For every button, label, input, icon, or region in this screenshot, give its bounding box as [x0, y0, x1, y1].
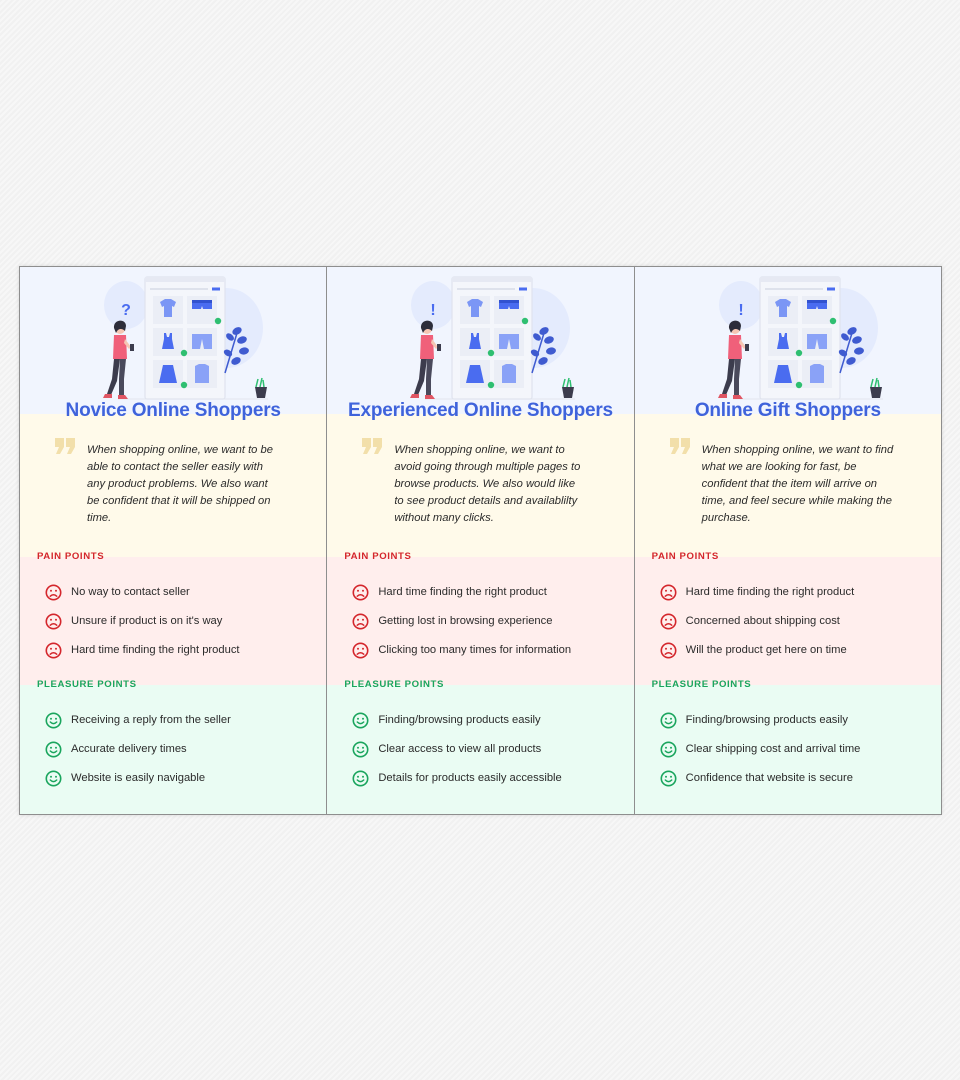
pleasure-point: Accurate delivery times	[45, 741, 322, 770]
pleasure-band	[634, 685, 941, 814]
pain-point: Hard time finding the right product	[352, 584, 629, 613]
shopper-illustration: !	[410, 276, 576, 400]
pleasure-point: Receiving a reply from the seller	[45, 712, 322, 741]
quote-band	[20, 414, 327, 557]
shopper-illustration: !	[717, 276, 883, 400]
pain-point: Hard time finding the right product	[45, 642, 322, 671]
pleasure-points-label: PLEASURE POINTS	[651, 679, 752, 690]
pain-point: Unsure if product is on it's way	[45, 613, 322, 642]
pleasure-point: Clear shipping cost and arrival time	[660, 741, 937, 770]
pain-point-text: Hard time finding the right product	[71, 644, 240, 656]
smile-face-icon	[352, 741, 369, 758]
pleasure-points-label: PLEASURE POINTS	[37, 679, 137, 690]
sad-face-icon	[352, 642, 369, 659]
pain-point: Getting lost in browsing experience	[352, 613, 629, 642]
pain-point-text: Concerned about shipping cost	[685, 615, 840, 627]
pleasure-point-text: Receiving a reply from the seller	[71, 714, 231, 726]
pleasure-point: Confidence that website is secure	[660, 770, 937, 799]
pain-point: Concerned about shipping cost	[660, 613, 937, 642]
smile-face-icon	[45, 712, 62, 729]
symbol-mark: !	[738, 302, 743, 319]
shopper-illustration: ?	[103, 276, 268, 400]
sad-face-icon	[660, 584, 677, 601]
pleasure-points-list: Receiving a reply from the seller Accura…	[45, 712, 322, 799]
smile-face-icon	[45, 770, 62, 787]
pleasure-point: Finding/browsing products easily	[352, 712, 629, 741]
pleasure-point-text: Finding/browsing products easily	[378, 714, 541, 726]
symbol-mark: ?	[121, 302, 131, 319]
persona-board: ?	[19, 266, 942, 815]
quote-mark-icon	[55, 438, 75, 454]
persona-title: Experienced Online Shoppers	[348, 400, 613, 421]
sad-face-icon	[45, 584, 62, 601]
sad-face-icon	[660, 613, 677, 630]
pain-point-text: Hard time finding the right product	[685, 586, 855, 598]
pleasure-band	[327, 685, 634, 814]
pain-points-list: No way to contact seller Unsure if produ…	[45, 584, 322, 671]
sad-face-icon	[45, 613, 62, 630]
pain-points-list: Hard time finding the right product Gett…	[352, 584, 629, 671]
smile-face-icon	[660, 770, 677, 787]
pain-point: No way to contact seller	[45, 584, 322, 613]
sad-face-icon	[352, 584, 369, 601]
smile-face-icon	[45, 741, 62, 758]
pain-point-text: Hard time finding the right product	[378, 586, 547, 598]
persona-title: Novice Online Shoppers	[65, 400, 281, 421]
sad-face-icon	[660, 642, 677, 659]
sad-face-icon	[352, 613, 369, 630]
pain-point: Will the product get here on time	[660, 642, 937, 671]
smile-face-icon	[352, 712, 369, 729]
pain-point-text: Getting lost in browsing experience	[378, 615, 553, 627]
pain-points-list: Hard time finding the right product Conc…	[660, 584, 937, 671]
quote-band	[327, 414, 634, 557]
symbol-mark: !	[431, 302, 436, 319]
pain-point-text: No way to contact seller	[71, 586, 190, 598]
pleasure-points-label: PLEASURE POINTS	[344, 679, 444, 690]
persona-quote: When shopping online, we want to find wh…	[701, 444, 894, 524]
pain-band	[20, 557, 327, 685]
quote-band	[634, 414, 941, 557]
pleasure-point: Website is easily navigable	[45, 770, 322, 799]
smile-face-icon	[660, 741, 677, 758]
pain-band	[634, 557, 941, 685]
pain-point-text: Will the product get here on time	[685, 644, 847, 656]
pain-point: Hard time finding the right product	[660, 584, 937, 613]
persona-card-experienced: !	[327, 267, 635, 814]
pain-point: Clicking too many times for information	[352, 642, 629, 671]
quote-mark-icon	[362, 438, 383, 454]
pain-points-label: PAIN POINTS	[37, 551, 105, 562]
pain-band	[327, 557, 634, 685]
pleasure-point-text: Clear access to view all products	[378, 743, 542, 755]
persona-quote: When shopping online, we want to avoid g…	[394, 444, 581, 524]
pleasure-band	[20, 685, 327, 814]
pleasure-point: Finding/browsing products easily	[660, 712, 937, 741]
pain-point-text: Unsure if product is on it's way	[71, 615, 223, 627]
persona-card-gift: !	[634, 267, 941, 814]
pleasure-points-list: Finding/browsing products easily Clear a…	[352, 712, 629, 799]
pleasure-point: Clear access to view all products	[352, 741, 629, 770]
quote-mark-icon	[669, 438, 690, 454]
pain-point-text: Clicking too many times for information	[378, 644, 572, 656]
pleasure-point-text: Details for products easily accessible	[378, 772, 562, 784]
pleasure-point-text: Accurate delivery times	[71, 743, 187, 755]
pleasure-points-list: Finding/browsing products easily Clear s…	[660, 712, 937, 799]
pleasure-point-text: Website is easily navigable	[71, 772, 206, 784]
pleasure-point: Details for products easily accessible	[352, 770, 629, 799]
smile-face-icon	[352, 770, 369, 787]
persona-card-novice: ?	[20, 267, 328, 814]
pain-points-label: PAIN POINTS	[651, 551, 719, 562]
pleasure-point-text: Confidence that website is secure	[685, 772, 853, 784]
sad-face-icon	[45, 642, 62, 659]
pleasure-point-text: Finding/browsing products easily	[685, 714, 848, 726]
persona-title: Online Gift Shoppers	[694, 400, 881, 421]
pleasure-point-text: Clear shipping cost and arrival time	[685, 743, 861, 755]
persona-quote: When shopping online, we want to be able…	[87, 444, 273, 524]
smile-face-icon	[660, 712, 677, 729]
pain-points-label: PAIN POINTS	[344, 551, 412, 562]
